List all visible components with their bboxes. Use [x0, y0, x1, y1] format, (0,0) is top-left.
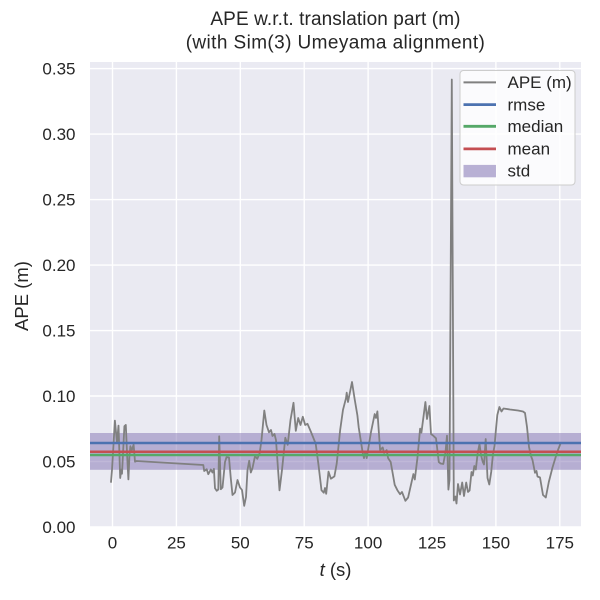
- svg-text:APE (m): APE (m): [11, 261, 32, 331]
- svg-text:rmse: rmse: [508, 95, 546, 114]
- svg-text:APE w.r.t. translation part (m: APE w.r.t. translation part (m): [210, 9, 460, 30]
- svg-text:150: 150: [482, 534, 510, 553]
- svg-text:(with Sim(3) Umeyama alignment: (with Sim(3) Umeyama alignment): [186, 32, 486, 53]
- svg-text:std: std: [508, 161, 531, 180]
- svg-text:APE (m): APE (m): [508, 73, 572, 92]
- svg-text:0.00: 0.00: [42, 518, 75, 537]
- svg-text:0.35: 0.35: [42, 59, 75, 78]
- svg-text:mean: mean: [508, 140, 551, 159]
- svg-text:0.15: 0.15: [42, 321, 75, 340]
- svg-text:75: 75: [295, 534, 314, 553]
- svg-text:0.20: 0.20: [42, 256, 75, 275]
- svg-text:125: 125: [418, 534, 446, 553]
- svg-text:175: 175: [546, 534, 574, 553]
- svg-text:0.10: 0.10: [42, 387, 75, 406]
- svg-text:100: 100: [354, 534, 382, 553]
- svg-text:0.30: 0.30: [42, 125, 75, 144]
- svg-text:0.05: 0.05: [42, 452, 75, 471]
- svg-text:0: 0: [108, 534, 117, 553]
- svg-text:50: 50: [231, 534, 250, 553]
- svg-text:0.25: 0.25: [42, 190, 75, 209]
- svg-text:median: median: [508, 117, 564, 136]
- svg-text:25: 25: [167, 534, 186, 553]
- svg-text:t (s): t (s): [320, 559, 352, 580]
